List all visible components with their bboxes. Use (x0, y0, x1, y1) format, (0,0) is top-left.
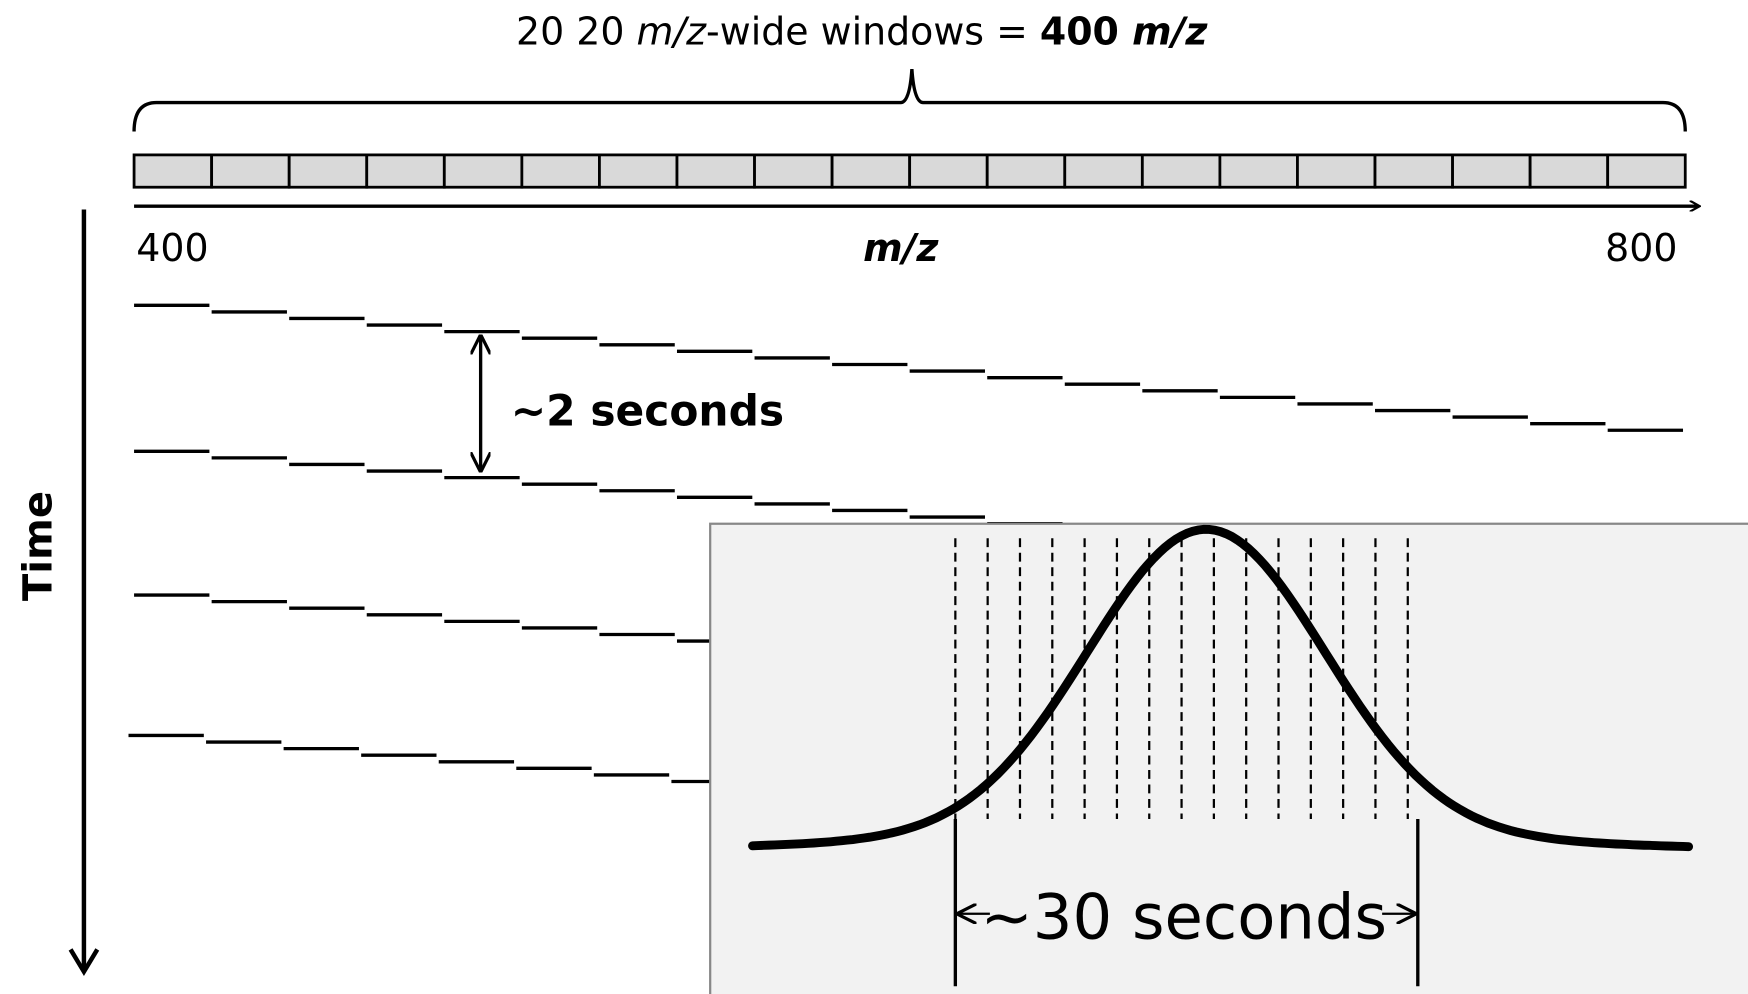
window-cell (520, 153, 601, 189)
title: 20 20 m/z-wide windows = 400 m/z (516, 10, 1208, 54)
window-cell (1296, 153, 1377, 189)
axis-end: 800 (1605, 226, 1677, 270)
peak-label: ~30 seconds (981, 880, 1388, 953)
window-cell (675, 153, 756, 189)
window-cell (830, 153, 912, 189)
axis-start: 400 (136, 226, 208, 270)
window-cell (210, 153, 291, 189)
window-cell (132, 153, 214, 189)
window-cell (1528, 153, 1610, 189)
window-cell (1451, 153, 1532, 189)
time-arrow (68, 948, 100, 977)
window-cell (1606, 153, 1687, 189)
window-cell (908, 153, 989, 189)
cycle-label: ~2 seconds (511, 387, 784, 436)
window-cell (598, 153, 679, 189)
window-cell (1140, 153, 1222, 189)
time-label: Time (16, 491, 62, 601)
window-cell (365, 153, 446, 189)
window-cell (1218, 153, 1299, 189)
scan-steps (134, 303, 1684, 432)
axis-label: m/z (863, 226, 939, 270)
brace (132, 68, 1687, 132)
window-bar (132, 153, 1687, 189)
window-cell (753, 153, 834, 189)
window-cell (1063, 153, 1144, 189)
window-cell (1373, 153, 1454, 189)
window-cell (442, 153, 524, 189)
peak-curve (748, 524, 1694, 852)
inset-panel (709, 522, 1748, 994)
window-cell (287, 153, 369, 189)
window-cell (985, 153, 1067, 189)
